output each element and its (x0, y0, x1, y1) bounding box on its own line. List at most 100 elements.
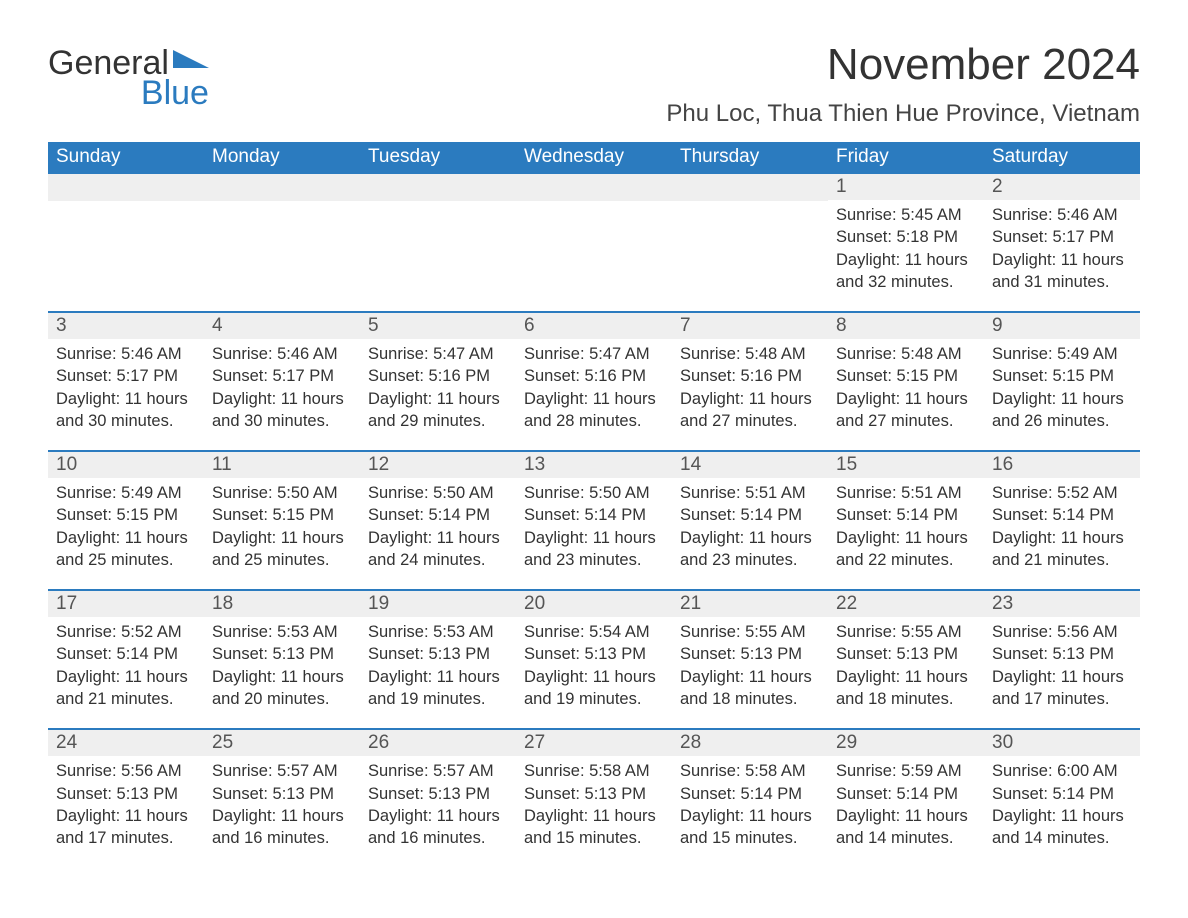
sunrise-line-value: 5:54 AM (589, 623, 650, 641)
sunset-line-value: 5:13 PM (585, 785, 646, 803)
daylight-line-label: Daylight: (524, 807, 593, 825)
sunset-line-value: 5:13 PM (585, 645, 646, 663)
day-cell: 4Sunrise: 5:46 AMSunset: 5:17 PMDaylight… (204, 313, 360, 436)
day-details: Sunrise: 5:46 AMSunset: 5:17 PMDaylight:… (204, 339, 360, 432)
day-number: 11 (204, 452, 360, 478)
daylight-line: Daylight: 11 hours and 25 minutes. (56, 527, 196, 572)
day-number: 7 (672, 313, 828, 339)
daylight-line-label: Daylight: (992, 251, 1061, 269)
sunrise-line: Sunrise: 5:51 AM (836, 482, 976, 504)
day-cell: 3Sunrise: 5:46 AMSunset: 5:17 PMDaylight… (48, 313, 204, 436)
day-number: 4 (204, 313, 360, 339)
day-number: 27 (516, 730, 672, 756)
sunset-line-label: Sunset: (56, 367, 117, 385)
sunrise-line-label: Sunrise: (524, 762, 589, 780)
daylight-line: Daylight: 11 hours and 17 minutes. (992, 666, 1132, 711)
sunrise-line: Sunrise: 5:52 AM (56, 621, 196, 643)
day-cell: 14Sunrise: 5:51 AMSunset: 5:14 PMDayligh… (672, 452, 828, 575)
sunset-line-value: 5:14 PM (897, 785, 958, 803)
sunrise-line-label: Sunrise: (368, 762, 433, 780)
sunrise-line: Sunrise: 5:53 AM (212, 621, 352, 643)
day-number: 3 (48, 313, 204, 339)
sunset-line: Sunset: 5:14 PM (992, 504, 1132, 526)
sunrise-line-value: 5:47 AM (589, 345, 650, 363)
daylight-line-label: Daylight: (368, 529, 437, 547)
sunset-line-label: Sunset: (680, 506, 741, 524)
day-details: Sunrise: 5:48 AMSunset: 5:16 PMDaylight:… (672, 339, 828, 432)
weekday-header-row: SundayMondayTuesdayWednesdayThursdayFrid… (48, 142, 1140, 174)
day-cell: 1Sunrise: 5:45 AMSunset: 5:18 PMDaylight… (828, 174, 984, 297)
sunrise-line-label: Sunrise: (680, 345, 745, 363)
sunrise-line: Sunrise: 5:50 AM (524, 482, 664, 504)
sunrise-line-label: Sunrise: (680, 484, 745, 502)
sunrise-line-label: Sunrise: (680, 623, 745, 641)
sunrise-line: Sunrise: 5:49 AM (56, 482, 196, 504)
sunset-line-value: 5:16 PM (585, 367, 646, 385)
daylight-line-label: Daylight: (992, 807, 1061, 825)
sunrise-line-label: Sunrise: (992, 206, 1057, 224)
sunset-line: Sunset: 5:15 PM (992, 365, 1132, 387)
sunrise-line-value: 5:58 AM (589, 762, 650, 780)
sunrise-line-value: 5:57 AM (433, 762, 494, 780)
sunrise-line-value: 5:55 AM (745, 623, 806, 641)
sunrise-line-label: Sunrise: (680, 762, 745, 780)
day-cell: 7Sunrise: 5:48 AMSunset: 5:16 PMDaylight… (672, 313, 828, 436)
sunset-line-value: 5:14 PM (429, 506, 490, 524)
sunrise-line-label: Sunrise: (212, 484, 277, 502)
week-row: 1Sunrise: 5:45 AMSunset: 5:18 PMDaylight… (48, 174, 1140, 297)
daylight-line-label: Daylight: (368, 390, 437, 408)
sunrise-line: Sunrise: 5:56 AM (56, 760, 196, 782)
logo-triangle-icon (173, 40, 209, 74)
sunset-line: Sunset: 5:14 PM (368, 504, 508, 526)
sunrise-line: Sunrise: 5:46 AM (56, 343, 196, 365)
day-details: Sunrise: 5:59 AMSunset: 5:14 PMDaylight:… (828, 756, 984, 849)
day-number: 28 (672, 730, 828, 756)
sunrise-line-label: Sunrise: (56, 484, 121, 502)
sunset-line-label: Sunset: (992, 228, 1053, 246)
sunset-line-label: Sunset: (212, 785, 273, 803)
sunset-line-value: 5:13 PM (741, 645, 802, 663)
sunset-line: Sunset: 5:15 PM (212, 504, 352, 526)
day-details: Sunrise: 5:56 AMSunset: 5:13 PMDaylight:… (984, 617, 1140, 710)
sunrise-line: Sunrise: 5:49 AM (992, 343, 1132, 365)
sunset-line-value: 5:13 PM (429, 645, 490, 663)
sunset-line-label: Sunset: (836, 506, 897, 524)
day-details: Sunrise: 5:51 AMSunset: 5:14 PMDaylight:… (672, 478, 828, 571)
day-number: 23 (984, 591, 1140, 617)
day-cell: 22Sunrise: 5:55 AMSunset: 5:13 PMDayligh… (828, 591, 984, 714)
sunset-line-value: 5:17 PM (273, 367, 334, 385)
day-number (204, 174, 360, 201)
day-details: Sunrise: 5:49 AMSunset: 5:15 PMDaylight:… (984, 339, 1140, 432)
sunset-line-label: Sunset: (368, 506, 429, 524)
day-number (516, 174, 672, 201)
day-details: Sunrise: 5:45 AMSunset: 5:18 PMDaylight:… (828, 200, 984, 293)
day-details: Sunrise: 5:52 AMSunset: 5:14 PMDaylight:… (984, 478, 1140, 571)
day-details: Sunrise: 5:55 AMSunset: 5:13 PMDaylight:… (672, 617, 828, 710)
sunset-line-label: Sunset: (56, 506, 117, 524)
sunset-line: Sunset: 5:14 PM (524, 504, 664, 526)
weekday-header: Monday (204, 142, 360, 174)
day-cell: 13Sunrise: 5:50 AMSunset: 5:14 PMDayligh… (516, 452, 672, 575)
daylight-line: Daylight: 11 hours and 14 minutes. (836, 805, 976, 850)
day-details: Sunrise: 5:53 AMSunset: 5:13 PMDaylight:… (360, 617, 516, 710)
day-details: Sunrise: 5:57 AMSunset: 5:13 PMDaylight:… (204, 756, 360, 849)
day-cell: 11Sunrise: 5:50 AMSunset: 5:15 PMDayligh… (204, 452, 360, 575)
day-cell: 27Sunrise: 5:58 AMSunset: 5:13 PMDayligh… (516, 730, 672, 853)
sunrise-line-value: 5:52 AM (1057, 484, 1118, 502)
sunrise-line: Sunrise: 5:55 AM (680, 621, 820, 643)
weekday-header: Wednesday (516, 142, 672, 174)
daylight-line: Daylight: 11 hours and 20 minutes. (212, 666, 352, 711)
daylight-line-label: Daylight: (524, 668, 593, 686)
sunrise-line-label: Sunrise: (992, 762, 1057, 780)
day-number: 6 (516, 313, 672, 339)
daylight-line: Daylight: 11 hours and 28 minutes. (524, 388, 664, 433)
day-cell: 21Sunrise: 5:55 AMSunset: 5:13 PMDayligh… (672, 591, 828, 714)
sunrise-line-label: Sunrise: (836, 345, 901, 363)
day-cell: 12Sunrise: 5:50 AMSunset: 5:14 PMDayligh… (360, 452, 516, 575)
day-cell: 30Sunrise: 6:00 AMSunset: 5:14 PMDayligh… (984, 730, 1140, 853)
sunset-line-label: Sunset: (836, 228, 897, 246)
daylight-line-label: Daylight: (368, 668, 437, 686)
day-number: 12 (360, 452, 516, 478)
sunset-line-value: 5:13 PM (273, 645, 334, 663)
daylight-line-label: Daylight: (836, 529, 905, 547)
